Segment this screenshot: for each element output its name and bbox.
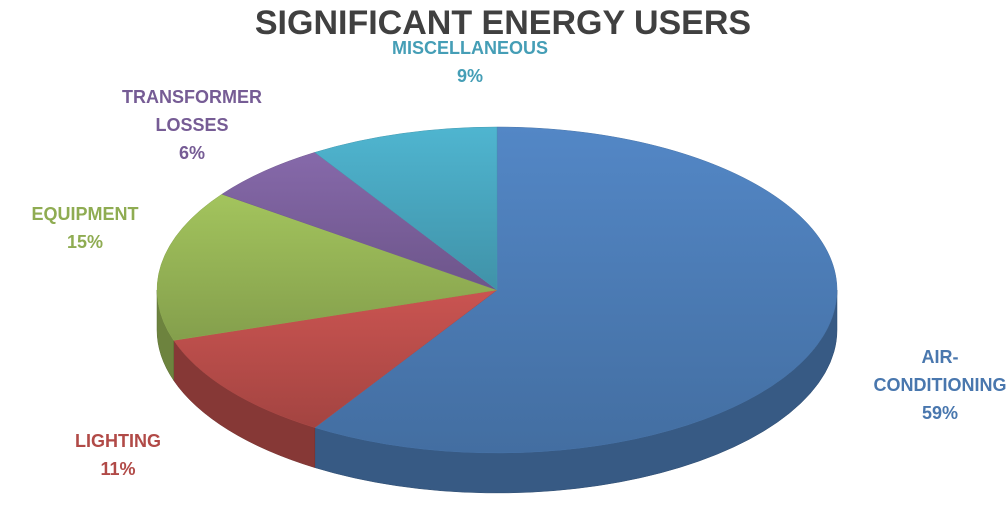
data-label: LIGHTING 11% — [48, 427, 188, 483]
value-label: 59% — [921, 403, 959, 423]
value-label: 9% — [456, 66, 483, 86]
value-label: 11% — [100, 459, 136, 479]
category-label: AIR-CONDITIONING — [873, 347, 1006, 395]
data-label: AIR-CONDITIONING 59% — [865, 343, 1006, 427]
slice — [173, 289, 498, 428]
chart-title: SIGNIFICANT ENERGY USERS — [254, 4, 752, 42]
category-label: LIGHTING — [75, 431, 161, 451]
slice — [156, 193, 498, 341]
slice — [221, 152, 498, 291]
category-label: TRANSFORMER LOSSES — [122, 87, 262, 135]
slice — [314, 126, 838, 454]
value-label: 15% — [66, 232, 104, 252]
category-label: MISCELLANEOUS — [391, 38, 548, 58]
slice — [314, 126, 498, 291]
value-label: 6% — [178, 143, 205, 163]
data-label: EQUIPMENT 15% — [5, 200, 165, 256]
data-label: MISCELLANEOUS 9% — [370, 34, 570, 90]
category-label: EQUIPMENT — [31, 204, 139, 224]
data-label: TRANSFORMER LOSSES 6% — [97, 83, 287, 167]
